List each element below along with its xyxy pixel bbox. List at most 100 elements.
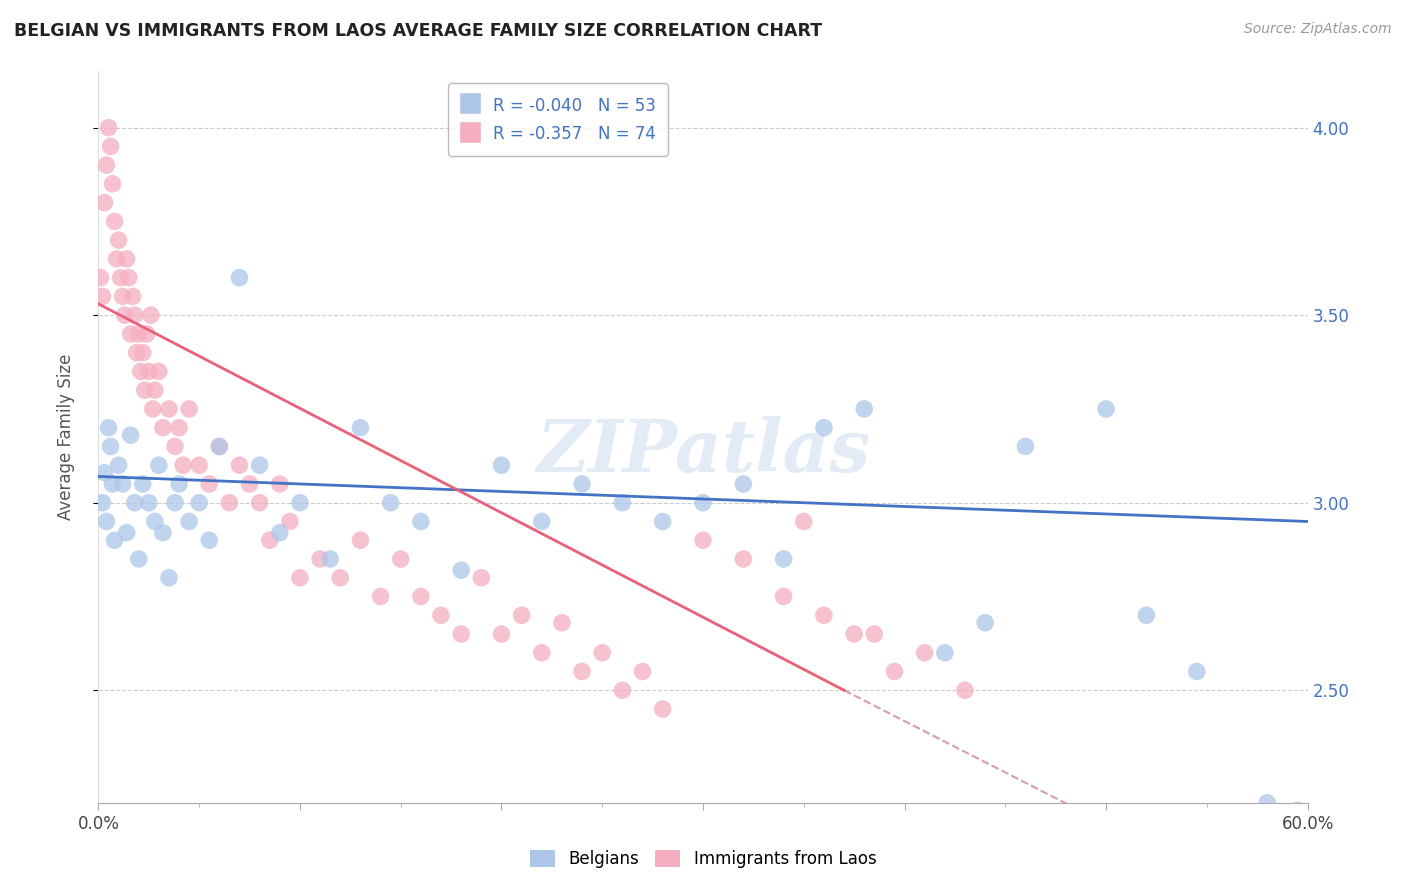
Point — [163, 440, 186, 454]
Point — [651, 515, 673, 529]
Point — [772, 590, 794, 604]
Point — [135, 326, 157, 341]
Point — [551, 615, 574, 630]
Point — [124, 308, 146, 322]
Point — [974, 615, 997, 630]
Point — [571, 477, 593, 491]
Point — [530, 515, 553, 529]
Point — [218, 496, 240, 510]
Point — [934, 646, 956, 660]
Point — [914, 646, 936, 660]
Point — [228, 458, 250, 473]
Point — [167, 477, 190, 491]
Point — [188, 458, 211, 473]
Point — [179, 515, 201, 529]
Text: Source: ZipAtlas.com: Source: ZipAtlas.com — [1244, 22, 1392, 37]
Point — [93, 466, 115, 480]
Point — [319, 552, 342, 566]
Point — [103, 533, 125, 548]
Point — [167, 420, 190, 434]
Point — [349, 420, 371, 434]
Point — [105, 252, 128, 266]
Point — [100, 139, 122, 153]
Point — [813, 608, 835, 623]
Point — [883, 665, 905, 679]
Point — [143, 383, 166, 397]
Point — [111, 477, 134, 491]
Text: BELGIAN VS IMMIGRANTS FROM LAOS AVERAGE FAMILY SIZE CORRELATION CHART: BELGIAN VS IMMIGRANTS FROM LAOS AVERAGE … — [14, 22, 823, 40]
Point — [124, 496, 146, 510]
Point — [692, 496, 714, 510]
Point — [132, 477, 155, 491]
Point — [349, 533, 371, 548]
Point — [97, 420, 120, 434]
Point — [733, 477, 755, 491]
Text: ZIPatlas: ZIPatlas — [536, 417, 870, 487]
Point — [139, 308, 162, 322]
Point — [953, 683, 976, 698]
Point — [309, 552, 332, 566]
Point — [128, 552, 150, 566]
Point — [1286, 803, 1309, 817]
Point — [97, 120, 120, 135]
Point — [179, 401, 201, 416]
Point — [1206, 814, 1229, 829]
Point — [733, 552, 755, 566]
Point — [380, 496, 402, 510]
Point — [138, 496, 160, 510]
Point — [96, 158, 118, 172]
Point — [115, 525, 138, 540]
Point — [114, 308, 136, 322]
Point — [853, 401, 876, 416]
Point — [530, 646, 553, 660]
Point — [129, 364, 152, 378]
Y-axis label: Average Family Size: Average Family Size — [56, 354, 75, 520]
Point — [278, 515, 301, 529]
Point — [591, 646, 613, 660]
Point — [115, 252, 138, 266]
Point — [269, 525, 291, 540]
Point — [120, 326, 142, 341]
Point — [863, 627, 886, 641]
Point — [107, 458, 129, 473]
Point — [163, 496, 186, 510]
Point — [198, 477, 221, 491]
Point — [138, 364, 160, 378]
Point — [101, 177, 124, 191]
Point — [157, 571, 180, 585]
Point — [148, 364, 170, 378]
Point — [142, 401, 165, 416]
Point — [107, 233, 129, 247]
Point — [612, 496, 634, 510]
Point — [132, 345, 155, 359]
Point — [172, 458, 194, 473]
Point — [152, 420, 174, 434]
Point — [1014, 440, 1036, 454]
Point — [96, 515, 118, 529]
Point — [143, 515, 166, 529]
Point — [631, 665, 654, 679]
Point — [612, 683, 634, 698]
Point — [152, 525, 174, 540]
Point — [101, 477, 124, 491]
Point — [100, 440, 122, 454]
Point — [111, 289, 134, 303]
Point — [249, 496, 271, 510]
Point — [89, 270, 111, 285]
Point — [118, 270, 141, 285]
Point — [148, 458, 170, 473]
Point — [844, 627, 866, 641]
Point — [329, 571, 352, 585]
Point — [450, 563, 472, 577]
Point — [91, 289, 114, 303]
Point — [288, 496, 311, 510]
Point — [571, 665, 593, 679]
Point — [772, 552, 794, 566]
Point — [409, 515, 432, 529]
Point — [121, 289, 143, 303]
Point — [157, 401, 180, 416]
Point — [692, 533, 714, 548]
Point — [208, 440, 231, 454]
Point — [125, 345, 148, 359]
Point — [93, 195, 115, 210]
